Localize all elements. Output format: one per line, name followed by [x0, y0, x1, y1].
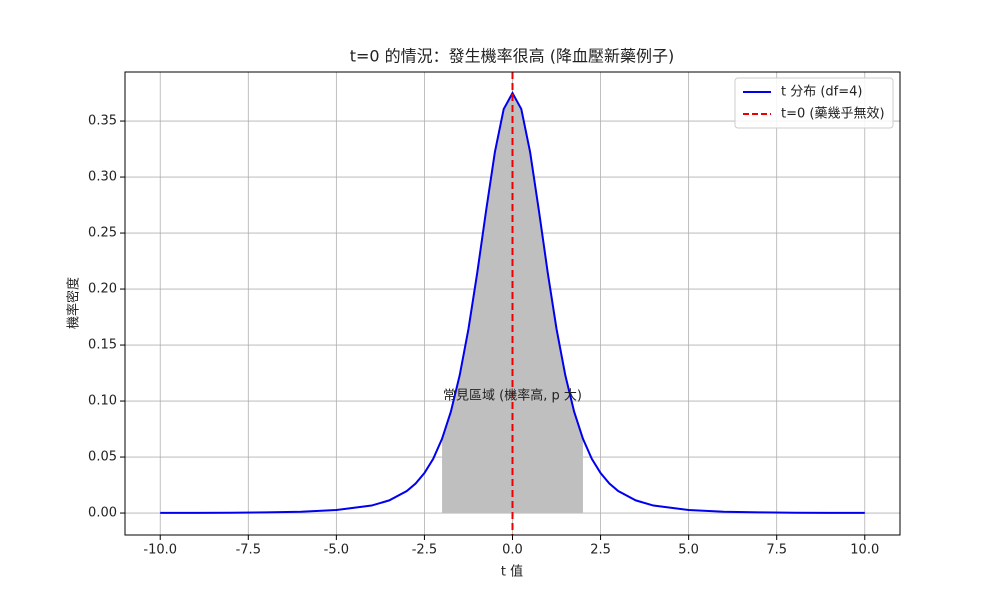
legend-label: t=0 (藥幾乎無效) — [781, 107, 885, 122]
y-tick-label: 0.30 — [88, 170, 117, 185]
y-tick-label: 0.25 — [88, 226, 117, 241]
x-tick-label: -5.0 — [324, 543, 349, 558]
y-tick-label: 0.05 — [88, 450, 117, 465]
x-tick-label: 0.0 — [502, 543, 523, 558]
legend-box — [734, 77, 894, 129]
x-tick-label: -10.0 — [143, 543, 177, 558]
x-tick-label: -2.5 — [412, 543, 437, 558]
annotation: 常見區域 (機率高, p 大) — [443, 388, 582, 404]
y-axis-label: 機率密度 — [66, 277, 82, 329]
x-tick-label: 7.5 — [766, 543, 787, 558]
x-tick-label: 5.0 — [678, 543, 699, 558]
y-tick-label: 0.00 — [88, 506, 117, 521]
y-tick-label: 0.20 — [88, 282, 117, 297]
chart-title: t=0 的情況：發生機率很高 (降血壓新藥例子) — [350, 47, 675, 66]
y-tick-label: 0.15 — [88, 338, 117, 353]
x-axis-label: t 值 — [501, 564, 523, 580]
x-tick-label: 10.0 — [850, 543, 879, 558]
plot-frame — [124, 71, 901, 536]
legend-label: t 分布 (df=4) — [781, 85, 863, 100]
x-tick-label: -7.5 — [236, 543, 261, 558]
x-tick-label: 2.5 — [590, 543, 611, 558]
line — [160, 90, 865, 514]
y-tick-label: 0.10 — [88, 394, 117, 409]
y-tick-label: 0.35 — [88, 114, 117, 129]
